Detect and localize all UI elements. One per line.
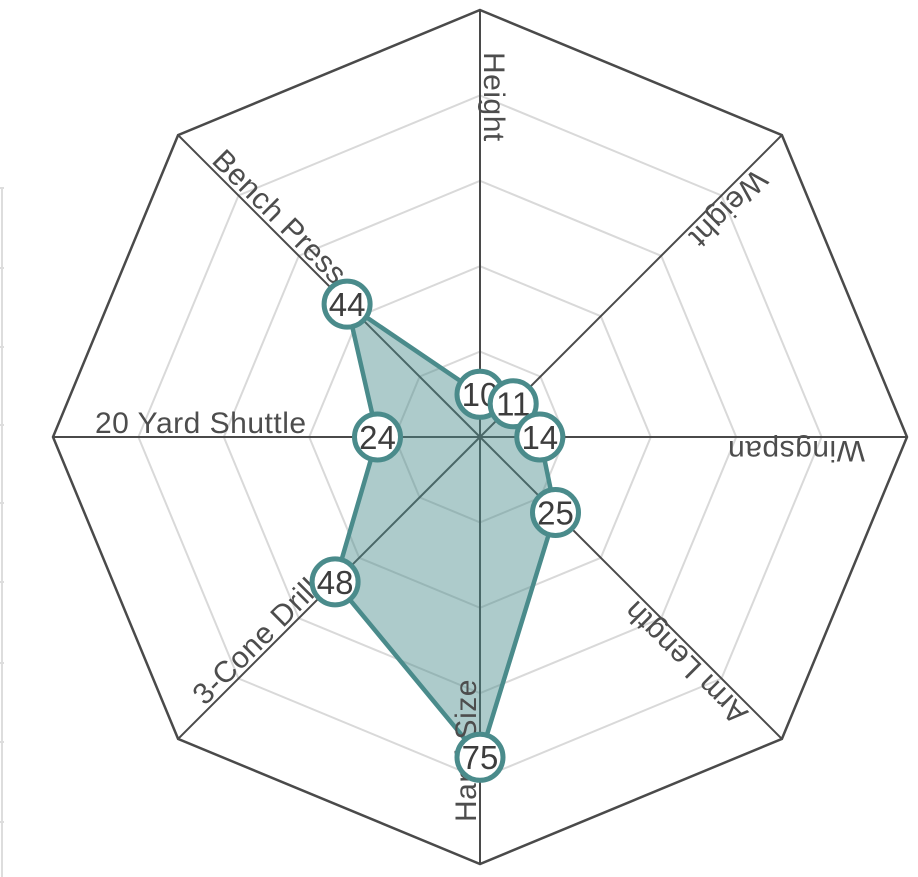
data-polygon — [332, 301, 558, 760]
axis-label-arm-length: Arm Length — [618, 594, 755, 731]
axis-label-bench-press: Bench Press — [206, 144, 353, 291]
data-point-wingspan — [514, 411, 566, 463]
data-value-bench-press: 44 — [329, 286, 366, 323]
data-value-arm-length: 25 — [537, 494, 574, 531]
data-point-3-cone-drill — [309, 556, 361, 608]
outer-octagon — [51, 8, 909, 866]
axis-label-20-yard-shuttle: 20 Yard Shuttle — [95, 407, 307, 440]
data-point-arm-length — [530, 487, 581, 538]
data-point-weight — [487, 378, 539, 430]
axis-line-bench-press — [177, 134, 481, 438]
data-point-20-yard-shuttle — [352, 411, 403, 463]
axis-label-3-cone-drill: 3-Cone Drill — [187, 572, 327, 712]
data-value-20-yard-shuttle: 24 — [359, 419, 396, 456]
data-value-wingspan: 14 — [521, 419, 558, 456]
axis-label-wingspan: Wingspan — [728, 434, 865, 467]
axis-label-height: Height — [477, 52, 510, 142]
axis-label-weight: Weight — [682, 163, 773, 254]
data-value-3-cone-drill: 48 — [317, 564, 354, 601]
data-point-hand-size — [454, 731, 506, 783]
data-point-bench-press — [321, 278, 373, 330]
axis-line-arm-length — [479, 436, 783, 740]
data-value-hand-size: 75 — [462, 739, 499, 776]
